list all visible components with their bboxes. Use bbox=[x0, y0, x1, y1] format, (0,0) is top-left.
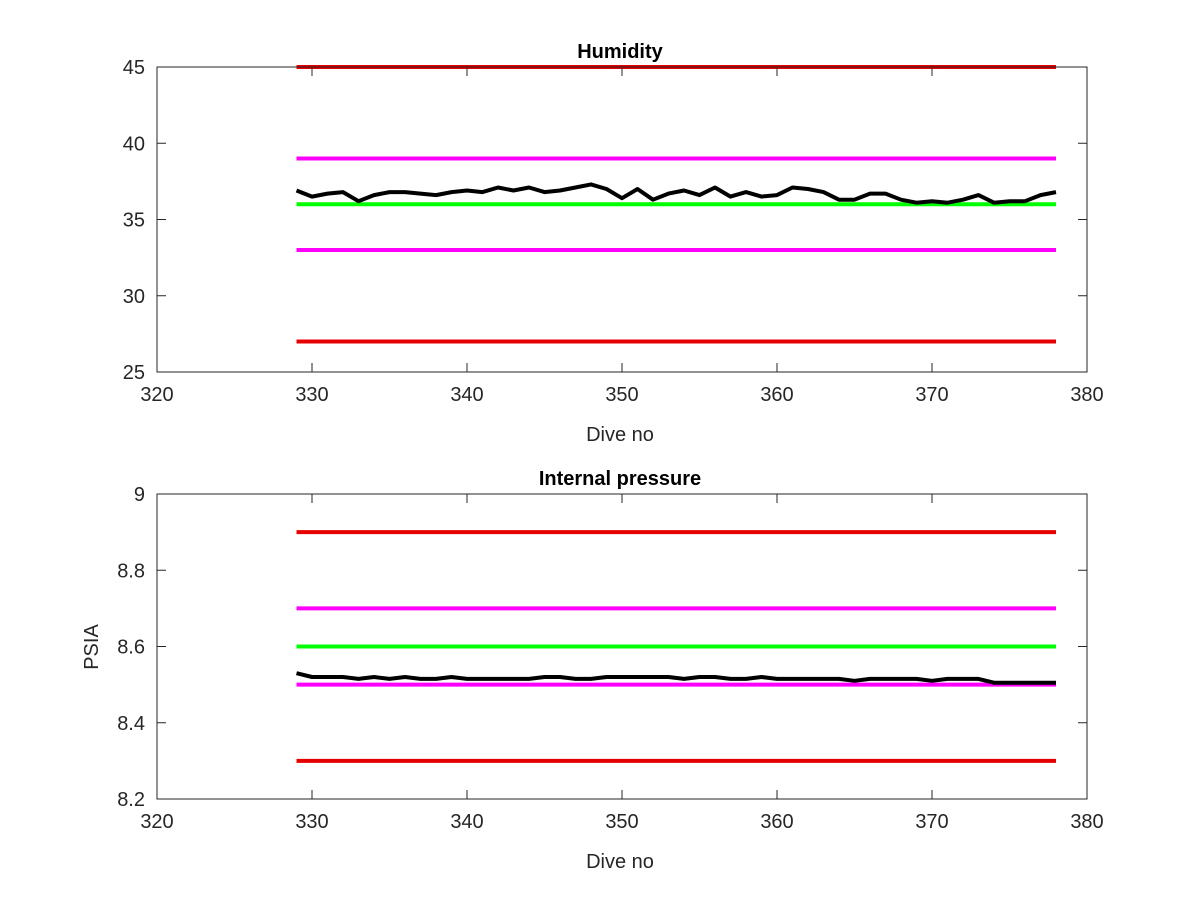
tick-layer: 320 330 340 350 360 370 380 25 30 35 40 45 bbox=[123, 57, 1104, 406]
x-tick-label: 380 bbox=[1070, 384, 1103, 406]
y-tick-label: 40 bbox=[123, 133, 145, 155]
x-tick-label: 370 bbox=[915, 811, 948, 833]
x-tick-label: 320 bbox=[140, 811, 173, 833]
x-tick-label: 370 bbox=[915, 384, 948, 406]
x-tick-label: 350 bbox=[605, 811, 638, 833]
y-tick-label: 9 bbox=[134, 484, 145, 506]
y-tick-label: 8.8 bbox=[117, 560, 145, 582]
y-tick-label: 25 bbox=[123, 362, 145, 384]
y-tick-label: 8.6 bbox=[117, 637, 145, 659]
plot-layer bbox=[296, 530, 1056, 763]
x-tick-label: 320 bbox=[140, 384, 173, 406]
series-line bbox=[295, 182, 1057, 205]
y-tick-label: 8.4 bbox=[117, 713, 145, 735]
chart-title: Humidity bbox=[577, 41, 663, 63]
y-tick-label: 8.2 bbox=[117, 789, 145, 811]
x-tick-label: 360 bbox=[760, 811, 793, 833]
x-axis-label: Dive no bbox=[586, 851, 654, 873]
tick-layer: 320 330 340 350 360 370 380 8.2 8.4 8.6 8.8 9 bbox=[117, 484, 1104, 833]
subplot-humidity: Humidity Dive no 320 330 340 350 360 370 380 25… bbox=[123, 41, 1104, 446]
y-tick-label: 35 bbox=[123, 210, 145, 232]
x-tick-label: 350 bbox=[605, 384, 638, 406]
y-tick-label: 45 bbox=[123, 57, 145, 79]
x-axis-label: Dive no bbox=[586, 424, 654, 446]
series-line bbox=[296, 671, 1056, 685]
y-tick-label: 30 bbox=[123, 286, 145, 308]
x-tick-label: 330 bbox=[295, 384, 328, 406]
x-tick-label: 330 bbox=[295, 811, 328, 833]
x-tick-label: 340 bbox=[450, 811, 483, 833]
chart-title: Internal pressure bbox=[539, 468, 701, 490]
y-axis-label: PSIA bbox=[81, 624, 103, 670]
x-tick-label: 380 bbox=[1070, 811, 1103, 833]
x-tick-label: 360 bbox=[760, 384, 793, 406]
subplot-internal-pressure: Internal pressure Dive no PSIA 320 330 340… bbox=[81, 468, 1104, 873]
x-tick-label: 340 bbox=[450, 384, 483, 406]
